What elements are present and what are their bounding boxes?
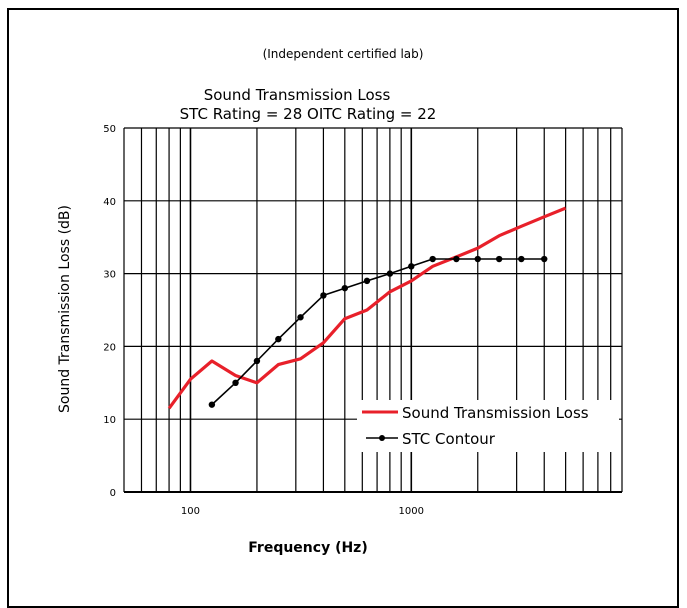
series-point-1 <box>297 314 304 321</box>
tick-labels: 0 10 20 30 40 50 100 1000 <box>103 124 424 517</box>
y-tick-label: 30 <box>103 270 116 281</box>
series-point-1 <box>495 255 503 263</box>
header-note: (Independent certified lab) <box>263 47 424 61</box>
legend-label-stl: Sound Transmission Loss <box>402 404 589 422</box>
x-tick-label: 100 <box>181 506 200 517</box>
series-point-1 <box>208 401 216 408</box>
chart-title: Sound Transmission Loss <box>204 86 391 104</box>
legend: Sound Transmission Loss STC Contour <box>357 400 619 452</box>
series-point-1 <box>429 255 436 263</box>
series-point-1 <box>253 357 261 365</box>
chart: (Independent certified lab) Sound Transm… <box>57 47 623 556</box>
legend-label-stc: STC Contour <box>402 430 496 448</box>
series <box>167 206 567 410</box>
x-axis-label: Frequency (Hz) <box>248 540 367 556</box>
y-tick-label: 0 <box>110 488 116 499</box>
series-point-1 <box>363 277 371 285</box>
series-point-1 <box>474 255 481 263</box>
y-tick-label: 10 <box>103 415 116 426</box>
y-tick-label: 40 <box>103 197 116 208</box>
legend-marker-stc <box>379 435 385 441</box>
series-line-0 <box>167 206 567 410</box>
y-tick-label: 50 <box>103 124 116 135</box>
series-point-1 <box>453 255 460 263</box>
legend-box <box>357 400 619 452</box>
series-point-1 <box>518 255 525 263</box>
series-line-1 <box>211 258 545 406</box>
series-point-1 <box>341 284 349 292</box>
y-axis-label: Sound Transmission Loss (dB) <box>57 205 73 413</box>
y-tick-label: 20 <box>103 342 116 353</box>
figure-frame <box>7 8 679 608</box>
x-tick-label: 1000 <box>399 506 424 517</box>
chart-subtitle: STC Rating = 28 OITC Rating = 22 <box>180 105 437 123</box>
series-point-1 <box>275 335 282 343</box>
series-point-1 <box>232 379 239 386</box>
series-point-1 <box>386 270 394 277</box>
series-point-1 <box>320 292 327 299</box>
series-point-1 <box>541 255 548 263</box>
series-point-1 <box>408 263 415 270</box>
